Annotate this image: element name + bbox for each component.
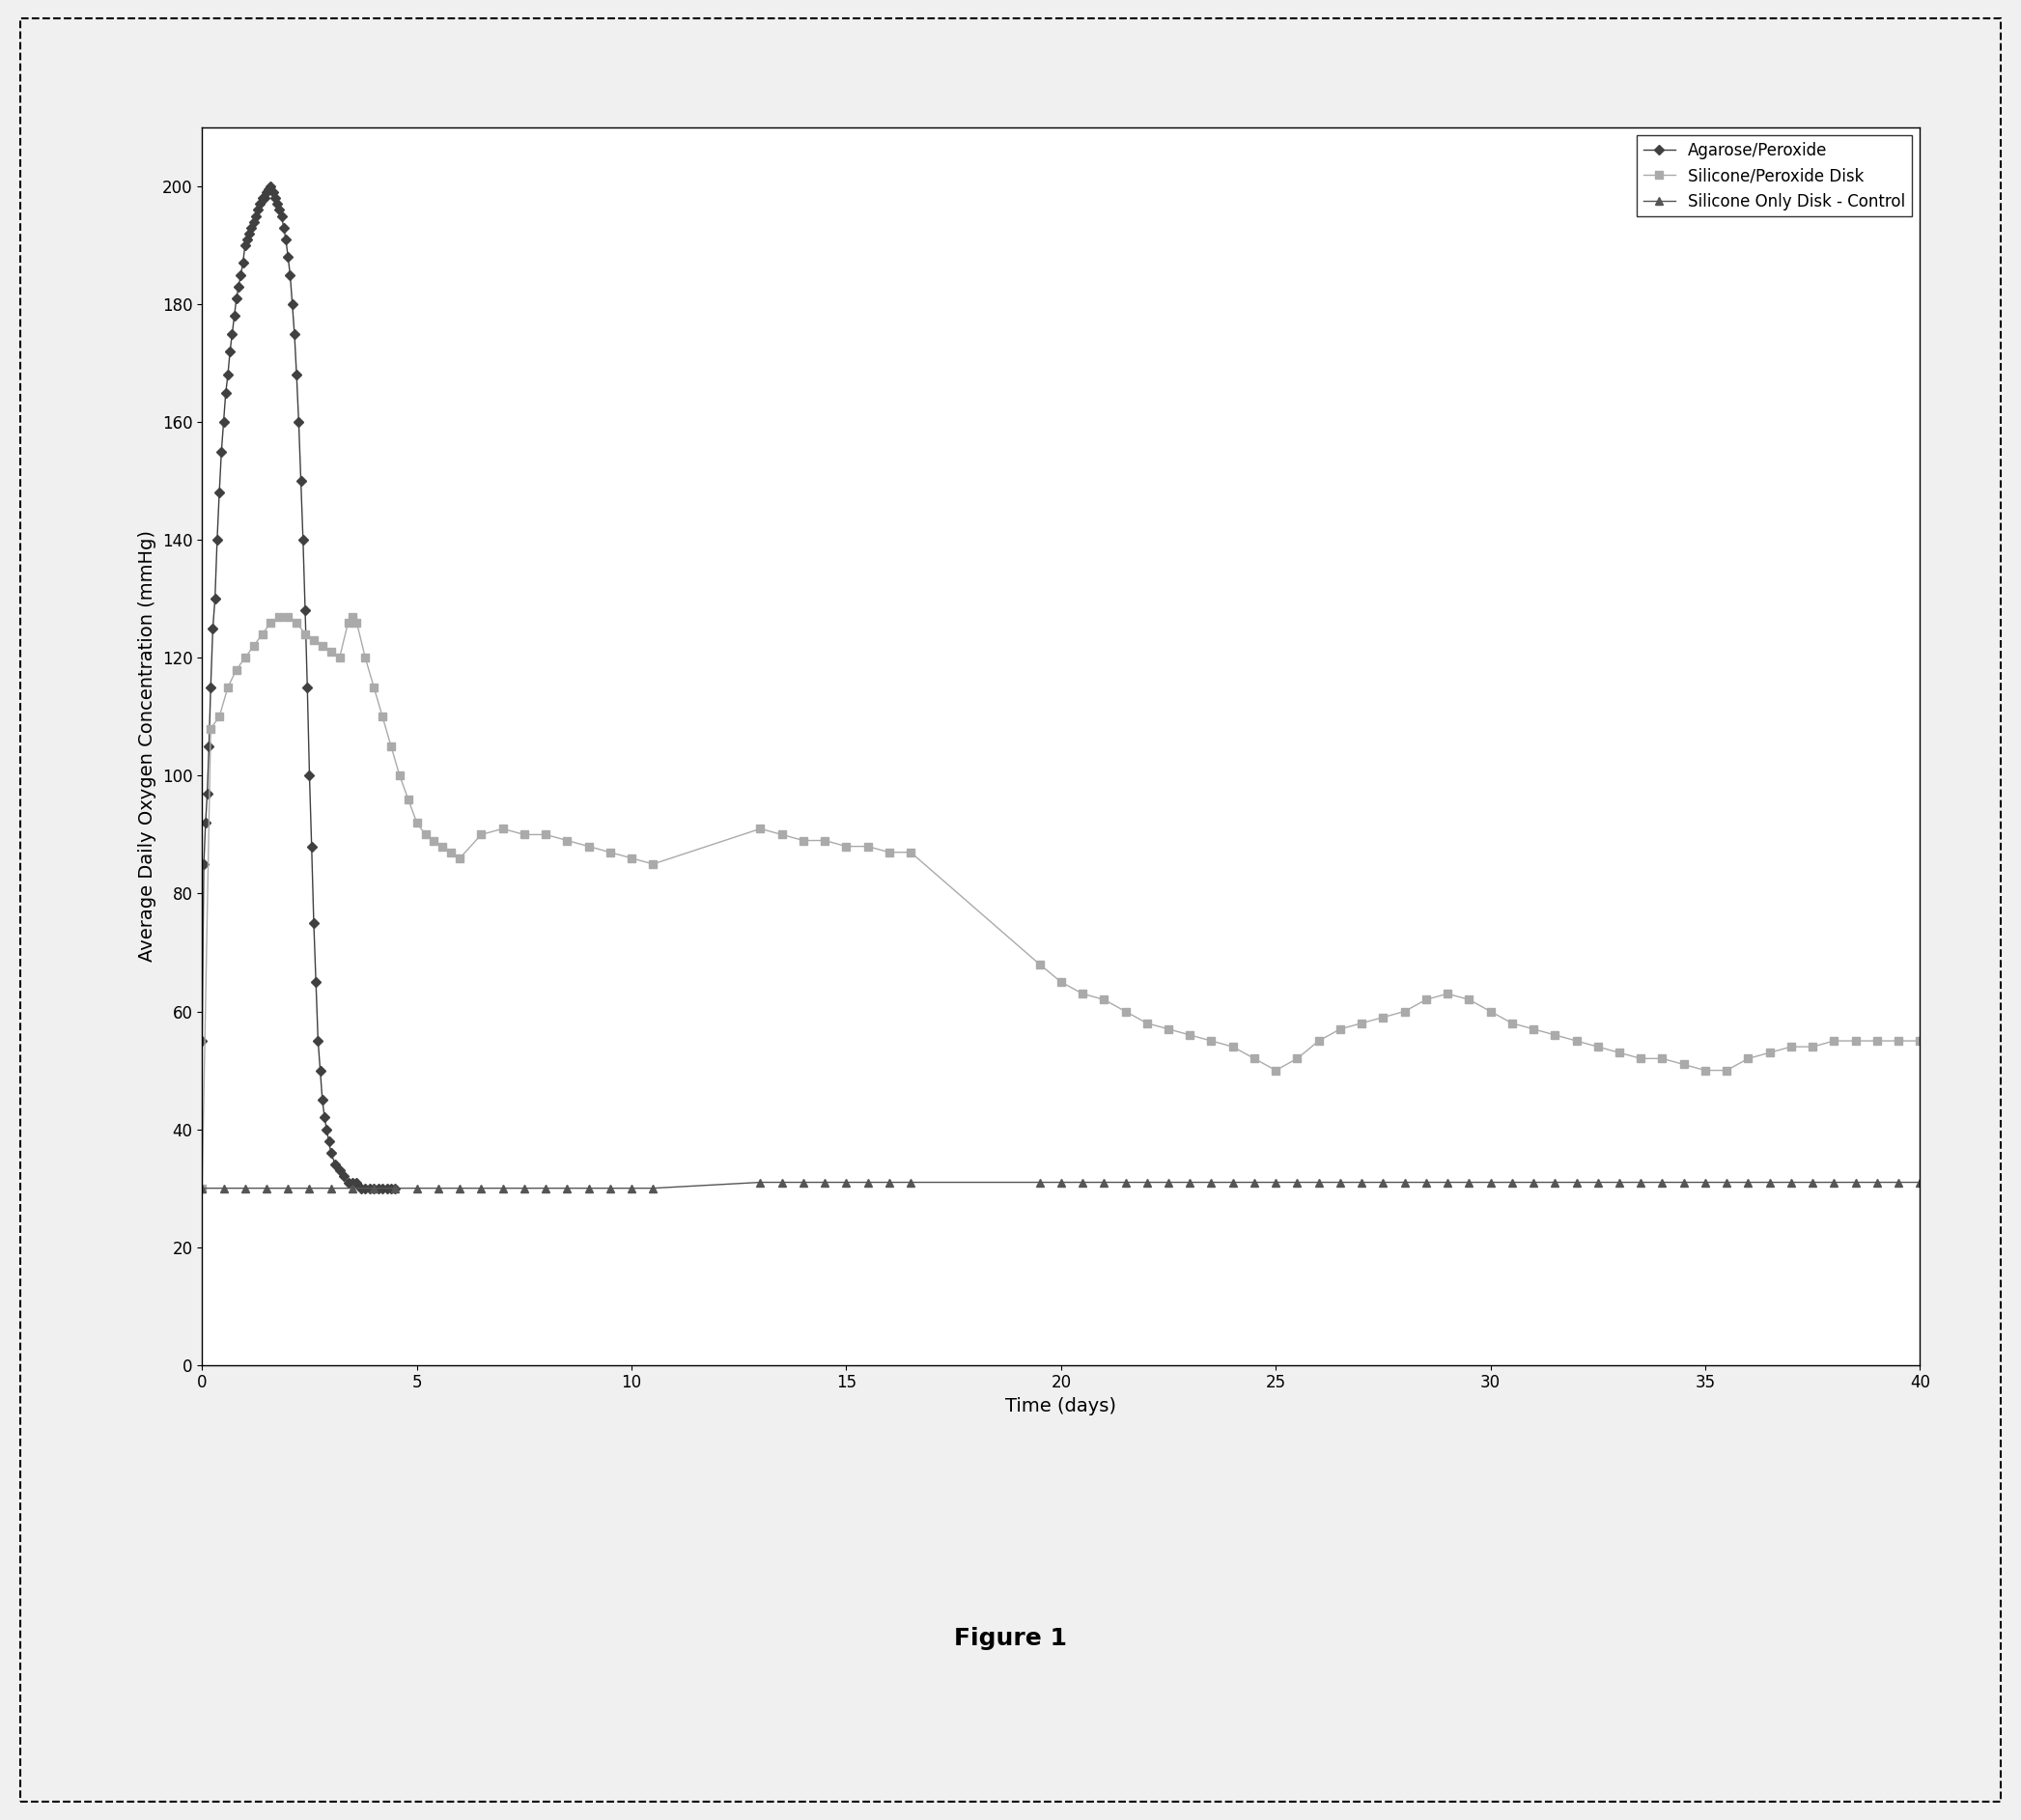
Silicone Only Disk - Control bbox=[812, 1172, 837, 1194]
Silicone Only Disk - Control bbox=[1908, 1172, 1932, 1194]
Line: Agarose/Peroxide: Agarose/Peroxide bbox=[198, 184, 398, 1192]
Agarose/Peroxide bbox=[255, 182, 279, 204]
Line: Silicone/Peroxide Disk: Silicone/Peroxide Disk bbox=[198, 613, 1924, 1192]
Silicone Only Disk - Control bbox=[404, 1178, 428, 1199]
Silicone Only Disk - Control bbox=[1435, 1172, 1459, 1194]
Silicone/Peroxide Disk bbox=[190, 1178, 214, 1199]
Agarose/Peroxide bbox=[350, 1178, 374, 1199]
Silicone/Peroxide Disk bbox=[1908, 1030, 1932, 1052]
Agarose/Peroxide bbox=[190, 1030, 214, 1052]
Silicone Only Disk - Control bbox=[748, 1172, 772, 1194]
Legend: Agarose/Peroxide, Silicone/Peroxide Disk, Silicone Only Disk - Control: Agarose/Peroxide, Silicone/Peroxide Disk… bbox=[1637, 135, 1912, 217]
Silicone/Peroxide Disk bbox=[267, 606, 291, 628]
Silicone Only Disk - Control bbox=[556, 1178, 580, 1199]
Silicone/Peroxide Disk bbox=[370, 706, 394, 728]
Agarose/Peroxide bbox=[261, 182, 285, 204]
Line: Silicone Only Disk - Control: Silicone Only Disk - Control bbox=[198, 1178, 1924, 1192]
Agarose/Peroxide bbox=[281, 293, 305, 315]
Text: Figure 1: Figure 1 bbox=[954, 1627, 1067, 1649]
Silicone/Peroxide Disk bbox=[1865, 1030, 1890, 1052]
Silicone/Peroxide Disk bbox=[388, 764, 412, 786]
Silicone Only Disk - Control bbox=[1263, 1172, 1287, 1194]
Agarose/Peroxide bbox=[243, 211, 267, 233]
Agarose/Peroxide bbox=[220, 322, 245, 344]
Agarose/Peroxide bbox=[245, 206, 269, 228]
Silicone Only Disk - Control bbox=[190, 1178, 214, 1199]
Silicone Only Disk - Control bbox=[1370, 1172, 1394, 1194]
Y-axis label: Average Daily Oxygen Concentration (mmHg): Average Daily Oxygen Concentration (mmHg… bbox=[137, 530, 158, 963]
Agarose/Peroxide bbox=[259, 175, 283, 197]
Agarose/Peroxide bbox=[384, 1178, 408, 1199]
Silicone/Peroxide Disk bbox=[1886, 1030, 1910, 1052]
X-axis label: Time (days): Time (days) bbox=[1006, 1398, 1116, 1416]
Silicone/Peroxide Disk bbox=[1629, 1048, 1653, 1070]
Silicone/Peroxide Disk bbox=[293, 622, 317, 644]
